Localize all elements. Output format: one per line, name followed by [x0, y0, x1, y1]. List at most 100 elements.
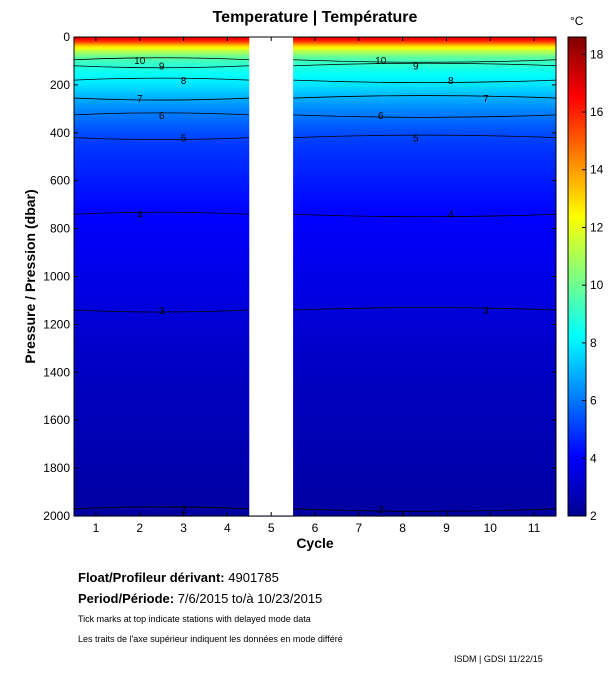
contour-label: 9	[159, 62, 165, 73]
temperature-band	[74, 424, 556, 427]
temperature-band	[74, 335, 556, 337]
temperature-band	[74, 217, 556, 220]
temperature-band	[74, 469, 556, 472]
temperature-band	[74, 446, 556, 449]
colorbar-tick-label: 4	[590, 451, 597, 465]
temperature-band	[74, 57, 556, 60]
temperature-band	[74, 196, 556, 199]
temperature-band	[74, 369, 556, 372]
temperature-band	[74, 282, 556, 285]
temperature-band	[74, 313, 556, 316]
temperature-band	[74, 130, 556, 133]
colorbar-tick-label: 18	[590, 47, 604, 61]
temperature-band	[74, 411, 556, 414]
temperature-band	[74, 133, 556, 136]
temperature-band	[74, 46, 556, 49]
temperature-band	[74, 202, 556, 205]
temperature-band	[74, 452, 556, 455]
temperature-band	[74, 493, 556, 496]
temperature-band	[74, 187, 556, 190]
temperature-band	[74, 300, 556, 303]
temperature-band	[74, 44, 556, 46]
temperature-band	[74, 498, 556, 500]
temperature-band	[74, 56, 556, 58]
temperature-band	[74, 262, 556, 264]
temperature-band	[74, 268, 556, 270]
temperature-band	[74, 95, 556, 98]
temperature-band	[74, 283, 556, 286]
temperature-band	[74, 62, 556, 64]
temperature-band	[74, 250, 556, 252]
temperature-band	[74, 238, 556, 240]
temperature-band	[74, 199, 556, 202]
x-tick-label: 10	[484, 521, 498, 535]
contour-label: 4	[448, 210, 454, 221]
temperature-band	[74, 454, 556, 457]
temperature-band	[74, 120, 556, 123]
y-axis-label: Pressure / Pression (dbar)	[22, 189, 38, 363]
temperature-band	[74, 81, 556, 84]
temperature-band	[74, 390, 556, 393]
temperature-band	[74, 266, 556, 269]
temperature-band	[74, 148, 556, 151]
temperature-band	[74, 131, 556, 134]
temperature-band	[74, 210, 556, 213]
contour-line	[73, 65, 250, 69]
y-tick-label: 1800	[43, 461, 70, 475]
temperature-chart: Temperature | Température 10 109 98 87 76 65 5…	[22, 9, 604, 551]
temperature-band	[74, 156, 556, 159]
temperature-band	[74, 272, 556, 275]
temperature-band	[74, 419, 556, 421]
temperature-band	[74, 286, 556, 288]
temperature-band	[74, 347, 556, 349]
temperature-band	[74, 223, 556, 226]
temperature-band	[74, 385, 556, 388]
temperature-band	[74, 337, 556, 340]
temperature-band	[74, 378, 556, 381]
temperature-band	[74, 381, 556, 384]
temperature-band	[74, 389, 556, 391]
y-tick-label: 400	[50, 126, 70, 140]
contour-label: 4	[137, 210, 143, 221]
temperature-band	[74, 221, 556, 224]
temperature-band	[74, 305, 556, 308]
contour-label: 2	[378, 505, 384, 516]
contour-line	[73, 137, 250, 140]
temperature-band	[74, 436, 556, 439]
temperature-band	[74, 163, 556, 166]
temperature-band	[74, 180, 556, 183]
temperature-band	[74, 86, 556, 88]
temperature-band	[74, 414, 556, 417]
temperature-band	[74, 345, 556, 348]
temperature-band	[74, 128, 556, 130]
temperature-band	[74, 483, 556, 486]
temperature-band	[74, 316, 556, 318]
temperature-band	[74, 215, 556, 218]
temperature-band	[74, 216, 556, 219]
temperature-band	[74, 50, 556, 52]
temperature-band	[74, 384, 556, 387]
temperature-band	[74, 235, 556, 238]
temperature-band	[74, 124, 556, 127]
temperature-band	[74, 417, 556, 420]
temperature-band	[74, 322, 556, 324]
contour-label: 3	[483, 306, 489, 317]
temperature-band	[74, 413, 556, 415]
temperature-band	[74, 167, 556, 170]
temperature-band	[74, 47, 556, 50]
temperature-band	[74, 360, 556, 363]
y-tick-label: 1400	[43, 365, 70, 379]
temperature-band	[74, 295, 556, 298]
temperature-band	[74, 333, 556, 336]
temperature-band	[74, 184, 556, 187]
temperature-band	[74, 234, 556, 237]
float-label: Float/Profileur dérivant:	[78, 570, 225, 585]
temperature-band	[74, 287, 556, 290]
temperature-band	[74, 240, 556, 243]
temperature-band	[74, 276, 556, 279]
temperature-band	[74, 222, 556, 225]
temperature-band	[74, 391, 556, 394]
temperature-band	[74, 350, 556, 353]
temperature-band	[74, 145, 556, 148]
temperature-band	[74, 429, 556, 432]
